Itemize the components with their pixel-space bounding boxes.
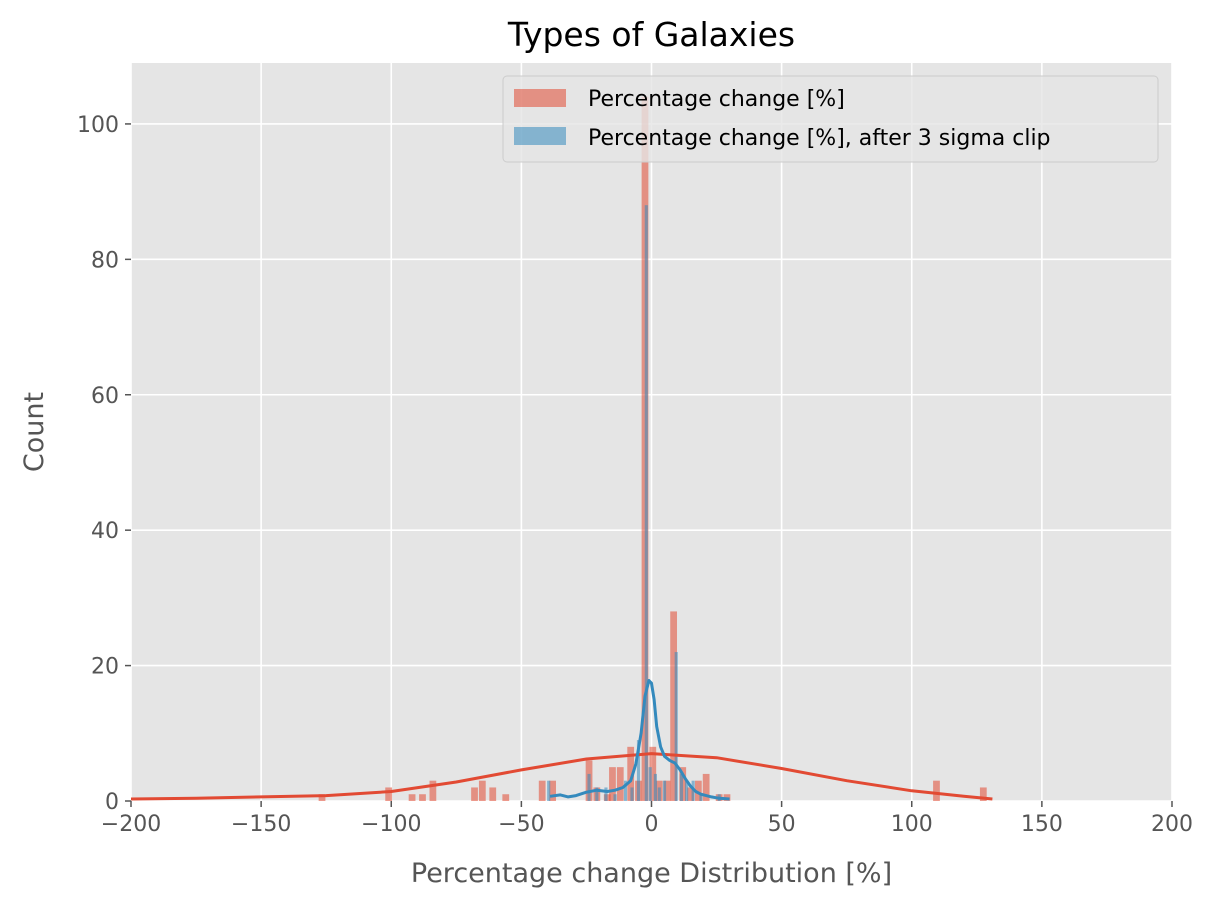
- histogram-bar: [408, 794, 416, 801]
- histogram-bar: [616, 767, 624, 801]
- y-tick-label: 20: [91, 655, 119, 680]
- histogram-bar: [630, 787, 634, 801]
- histogram-bar: [702, 773, 710, 801]
- histogram-bar: [636, 740, 641, 801]
- legend-label-series-2: Percentage change [%], after 3 sigma cli…: [588, 126, 1051, 151]
- histogram-bar: [595, 787, 599, 801]
- histogram-bar: [471, 787, 478, 801]
- histogram-bar: [478, 780, 486, 801]
- histogram-bar: [419, 794, 426, 801]
- histogram-bar: [318, 794, 326, 801]
- histogram-bar: [648, 767, 652, 801]
- histogram-bar: [663, 780, 671, 801]
- legend-swatch-series-2: [514, 127, 566, 145]
- histogram-bar: [933, 780, 940, 801]
- y-tick-label: 80: [91, 248, 119, 273]
- y-axis-label: Count: [19, 392, 50, 472]
- x-tick-label: −100: [361, 812, 421, 837]
- histogram-bar: [644, 205, 648, 802]
- y-tick-label: 0: [105, 790, 119, 815]
- histogram-bar: [699, 794, 703, 801]
- y-tick-label: 60: [91, 384, 119, 409]
- x-tick-label: 0: [645, 812, 659, 837]
- histogram-bar: [623, 780, 628, 801]
- histogram-bar: [674, 652, 678, 801]
- histogram-bar: [627, 746, 635, 801]
- histogram-bar: [587, 773, 591, 801]
- histogram-bar: [547, 780, 551, 801]
- histogram-bar: [670, 611, 678, 801]
- kde-curves: [130, 679, 993, 801]
- histogram-bar: [687, 787, 694, 801]
- histogram-bar: [649, 746, 657, 801]
- histogram-bar: [662, 780, 667, 801]
- grid-lines: [130, 63, 1173, 802]
- histogram-bar: [429, 780, 437, 801]
- histogram-bar: [604, 787, 608, 801]
- histogram-bar: [653, 773, 657, 801]
- legend: Percentage change [%] Percentage change …: [502, 75, 1159, 163]
- histogram-bar: [538, 780, 546, 801]
- y-tick-label: 40: [91, 519, 119, 544]
- histogram-bar: [489, 787, 497, 801]
- series-2-bars: [547, 205, 721, 802]
- chart-title: Types of Galaxies: [507, 15, 795, 54]
- x-tick-label: −200: [101, 812, 161, 837]
- legend-label-series-1: Percentage change [%]: [588, 87, 845, 112]
- legend-swatch-series-1: [514, 89, 566, 107]
- x-tick-label: 50: [768, 812, 796, 837]
- axis-ticks: −200 −150 −100 −50 0 50 100 150 200 0 20 40 60 80 100: [77, 113, 1193, 837]
- histogram-bar: [609, 767, 616, 801]
- x-tick-label: 200: [1151, 812, 1193, 837]
- x-tick-label: 150: [1021, 812, 1063, 837]
- x-axis-label: Percentage change Distribution [%]: [411, 858, 892, 889]
- histogram-bar: [613, 794, 617, 801]
- histogram-bar: [385, 787, 393, 801]
- kde-line-series-1: [130, 752, 993, 801]
- histogram-bar: [549, 780, 556, 801]
- x-tick-label: 100: [891, 812, 933, 837]
- kde-line-series-2: [549, 679, 730, 801]
- x-tick-label: −50: [498, 812, 544, 837]
- y-tick-label: 100: [77, 113, 119, 138]
- histogram-bar: [694, 780, 702, 801]
- histogram-bar: [685, 780, 689, 801]
- legend-frame: [502, 75, 1159, 163]
- histogram-bar: [679, 773, 683, 801]
- histogram-bar: [979, 787, 987, 801]
- histogram-bar: [657, 787, 661, 801]
- histogram-bar: [502, 794, 510, 801]
- x-tick-label: −150: [231, 812, 291, 837]
